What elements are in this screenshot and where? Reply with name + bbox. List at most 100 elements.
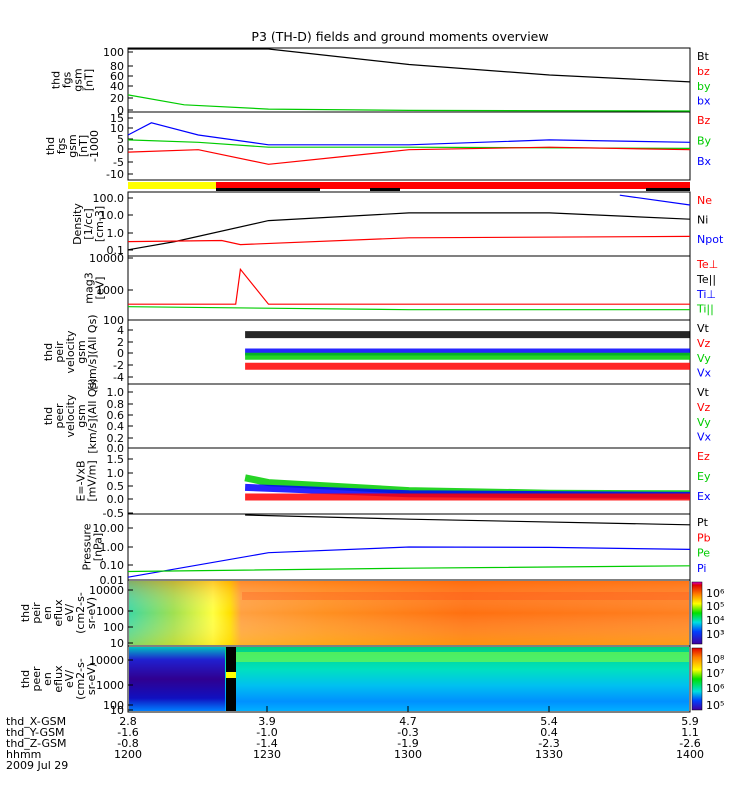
panel-2-ytick-label: -10: [106, 168, 124, 181]
xaxis-row-label: thd_Z-GSM: [6, 737, 66, 750]
electron-flux-early: [129, 647, 225, 711]
panel-10-ylabel-line: thd: [19, 670, 32, 688]
panel-5-ytick-label: 0: [117, 347, 124, 360]
panel-7-legend-item: Ex: [697, 490, 711, 503]
panel-3-legend-item: Ne: [697, 194, 712, 207]
panel-1-legend-item: Bt: [697, 50, 710, 63]
panel-10-ytick-label: 10000: [89, 654, 124, 667]
panel-6-ylabel-line: velocity: [64, 394, 77, 437]
panel-8-ytick-label: 0.01: [100, 574, 125, 587]
panel-1-ylabel-line: [nT]: [83, 69, 96, 91]
trace-Pt: [245, 514, 691, 526]
panel-10-colorbar-label: 10⁷: [706, 667, 724, 680]
panel-9-ytick-label: 1000: [96, 605, 124, 618]
panel-9-ylabel-line: eflux: [52, 599, 65, 627]
panel-2-ylabel-line: gsm: [66, 134, 79, 157]
panel-8-legend-item: Pb: [697, 531, 711, 544]
panel-6-ytick-label: 0.4: [107, 420, 125, 433]
panel-1-ylabel-line: thd: [50, 71, 63, 89]
panel-8-ylabel-line: Pressure: [81, 523, 94, 570]
panel-3-legend-item: Ni: [697, 213, 708, 226]
panel-6-ytick-label: 0.8: [107, 398, 125, 411]
panel-2-ytick-label: 5: [117, 133, 124, 146]
panel-1-ylabel-line: fgs: [61, 71, 74, 88]
colorbars: [691, 581, 703, 711]
panel-6-ytick-label: 1.0: [107, 386, 125, 399]
xaxis-value: -1.4: [256, 737, 277, 750]
trace-Ne: [127, 235, 691, 246]
panel-3-frame: [127, 191, 691, 257]
panel-8-legend-item: Pe: [697, 547, 710, 560]
panel-5-ylabel-line: thd: [42, 343, 55, 361]
ion-flux-band: [242, 592, 689, 600]
xaxis-value: 1230: [253, 748, 281, 761]
xaxis-value: -2.3: [538, 737, 559, 750]
panel-10-ylabel-line: peer: [30, 666, 43, 692]
xaxis-value: -1.9: [397, 737, 418, 750]
panel-7-frame: [127, 447, 691, 515]
panel-9-ytick-label: 10: [110, 637, 124, 650]
panel-5-ylabel-line: velocity: [64, 330, 77, 373]
panel-3-ytick-label: 100.0: [93, 192, 125, 205]
panel-2-ytick-label: 15: [110, 112, 124, 125]
panel-7-legend-item: Ey: [697, 470, 711, 483]
panel-9-ylabel-line: peir: [30, 602, 43, 624]
panel-10-ytick-label: 100: [103, 699, 124, 712]
mode-bar-slow: [128, 182, 216, 189]
panel-5-ylabel-line: gsm: [75, 340, 88, 363]
panel-7-ylabel-line: [mV/m]: [86, 460, 99, 501]
panel-1-ytick-label: 20: [110, 92, 124, 105]
panel-5-ytick-label: 2: [117, 336, 124, 349]
panel-10-colorbar-label: 10⁸: [706, 653, 725, 666]
xaxis-row-label: thd_Y-GSM: [6, 726, 65, 739]
panel-3-ylabel-line: Density: [71, 203, 84, 245]
xaxis-value: -0.8: [117, 737, 138, 750]
panel-3-ytick-label: 1.0: [107, 227, 125, 240]
panel-6-legend-item: Vx: [697, 431, 712, 444]
ion-flux-shade: [129, 581, 689, 645]
trace-Bx: [127, 122, 691, 146]
panel-5-ylabel-line: [km/s](All Qs): [86, 314, 99, 389]
xaxis-value: -2.6: [679, 737, 700, 750]
xaxis-value: -1.0: [256, 726, 277, 739]
data-traces: [127, 48, 691, 578]
panel-7-legend-item: Ez: [697, 450, 710, 463]
panel-8-legend-item: Pi: [697, 562, 706, 575]
trace-Npot: [619, 194, 691, 206]
mode-bar-fast: [216, 182, 690, 189]
panel-7-ytick-label: -0.5: [103, 507, 124, 520]
panel-4-ytick-label: 100: [103, 314, 124, 327]
panel-9-ylabel-line: thd: [19, 604, 32, 622]
panel-3-legend-item: Npot: [697, 233, 724, 246]
panel-5-ytick-label: -4: [113, 371, 124, 384]
xaxis-value: -1.6: [117, 726, 138, 739]
panel-ylabels: thdfgsgsm[nT]thdfgsgsm[nT]-1000Density[1…: [19, 68, 107, 700]
panel-4-legend-item: Te||: [696, 273, 716, 286]
panel-7-ytick-label: 1.5: [107, 453, 125, 466]
panel-1-ytick-label: 80: [110, 60, 124, 73]
xaxis-value: 3.9: [258, 715, 276, 728]
panel-9-colorbar-label: 10⁴: [706, 614, 725, 627]
panel-1-legend-item: by: [697, 80, 711, 93]
panel-2-ytick-label: -5: [113, 156, 124, 169]
trace-by: [127, 94, 691, 112]
xaxis-value: 1400: [676, 748, 704, 761]
trace-Bz: [127, 146, 691, 165]
panel-1-ylabel-line: gsm: [72, 68, 85, 91]
panel-6-legend-item: Vy: [697, 416, 711, 429]
trace-Te⊥: [128, 267, 690, 305]
panel-10-ylabel-line: eflux: [52, 665, 65, 693]
panel-2-legend-item: By: [697, 135, 712, 148]
panel-3-ytick-label: 0.1: [107, 244, 125, 257]
panel-4-ylabel-line: mag3: [83, 272, 96, 303]
mode-bar-gap-3: [646, 188, 690, 191]
panel-4-legend-item: Te⊥: [696, 258, 718, 271]
panel-1-frame: [127, 47, 691, 113]
panel-7-ytick-label: 1.0: [107, 467, 125, 480]
panel-4-legend-item: Ti⊥: [696, 288, 716, 301]
panel-10-ylabel-line: en: [41, 672, 54, 686]
xaxis-row-label: hhmm: [6, 748, 41, 761]
xaxis-value: -0.3: [397, 726, 418, 739]
electron-flux-band: [235, 652, 689, 662]
